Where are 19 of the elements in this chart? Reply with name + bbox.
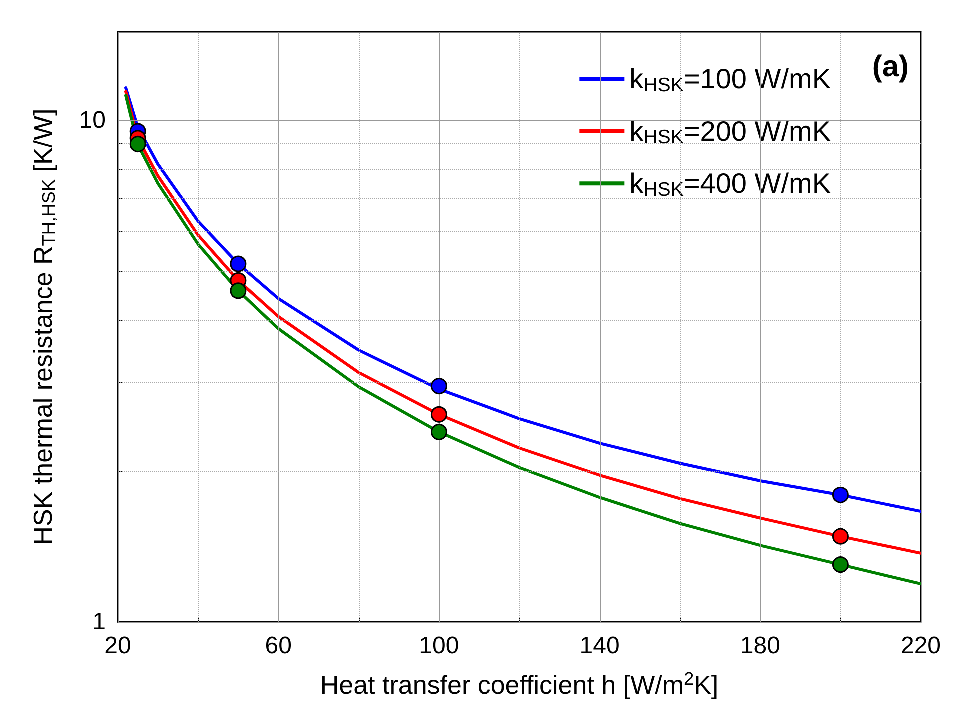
x-tick-label: 140	[580, 632, 620, 660]
point	[230, 256, 247, 272]
x-tick-label: 100	[419, 632, 460, 660]
x-tick-label: 220	[900, 632, 942, 660]
x-tick-label: 20	[104, 632, 132, 660]
y-tick-label: 10	[79, 106, 106, 134]
annotation: (a)	[872, 50, 910, 84]
y-axis-title: HSK thermal resistance RTH,HSK [K/W]	[28, 108, 59, 546]
point	[832, 556, 849, 574]
x-tick-label: 60	[265, 632, 292, 660]
y-tick-label: 1	[92, 608, 106, 636]
point	[130, 136, 146, 153]
x-tick-label: 180	[740, 632, 780, 660]
point	[430, 378, 448, 395]
point	[832, 528, 849, 545]
point	[230, 282, 247, 300]
point	[430, 406, 448, 423]
point	[832, 486, 849, 504]
point	[430, 424, 448, 440]
